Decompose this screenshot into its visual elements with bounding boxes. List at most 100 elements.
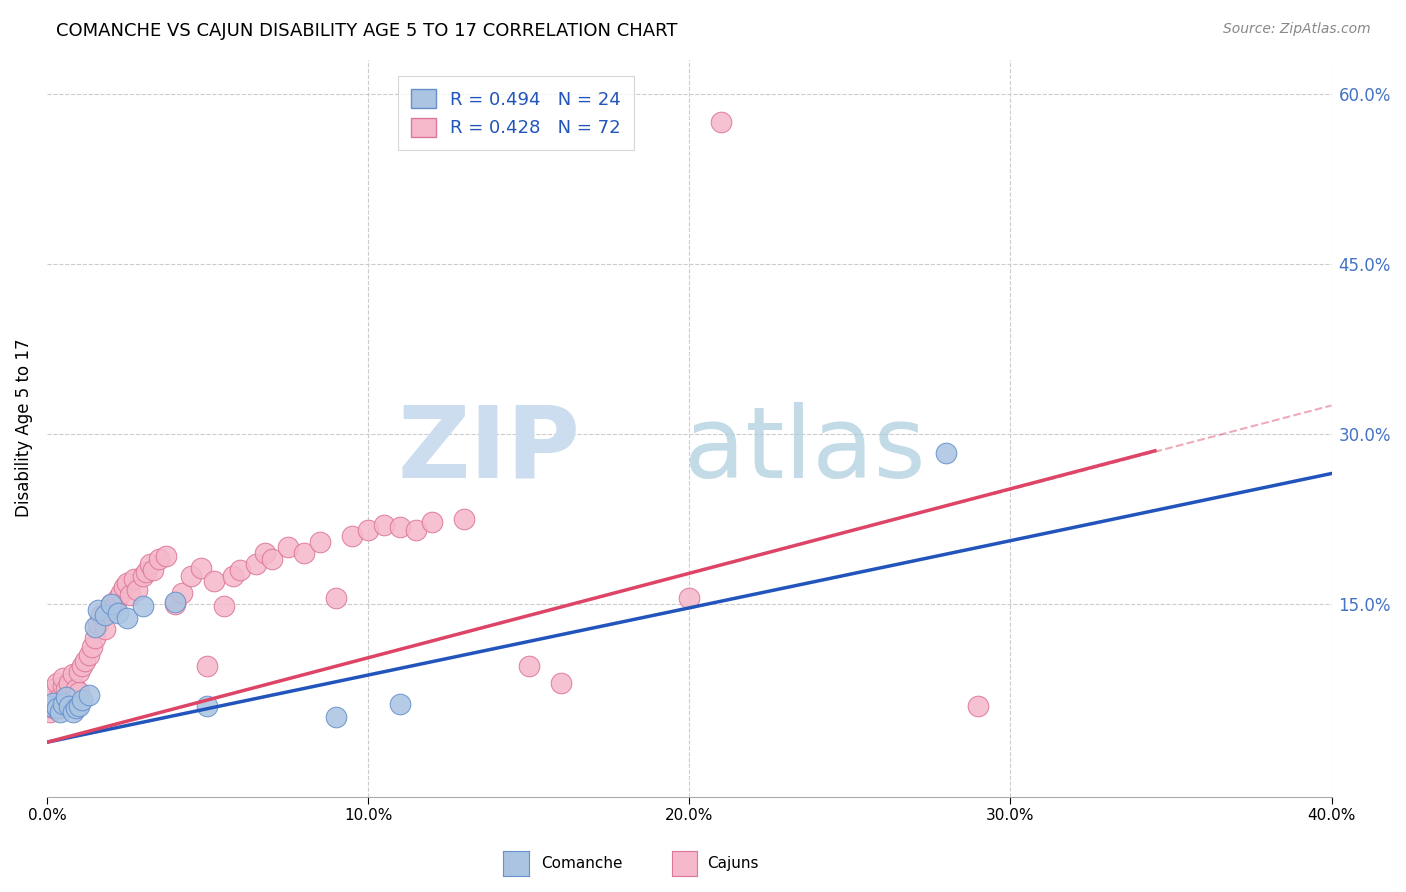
Text: ZIP: ZIP (396, 401, 581, 499)
Point (58, 676, 80, 690)
Point (260, 551, 283, 566)
Text: Comanche: Comanche (541, 856, 623, 871)
Point (277, 540, 299, 554)
Point (52, 697, 75, 711)
Text: atlas: atlas (685, 401, 925, 499)
Point (48, 701, 70, 715)
Point (373, 517, 395, 532)
Point (45, 701, 67, 715)
Point (389, 520, 412, 534)
Point (58, 698, 80, 713)
Point (55, 693, 77, 707)
Point (245, 558, 267, 572)
Point (65, 681, 87, 696)
Point (222, 568, 245, 582)
Point (517, 659, 540, 673)
Point (42, 701, 65, 715)
Point (77, 688, 100, 702)
Point (170, 585, 193, 599)
Point (142, 563, 165, 577)
Point (935, 446, 957, 460)
Point (48, 690, 70, 704)
Point (197, 659, 219, 673)
Legend: R = 0.494   N = 24, R = 0.428   N = 72: R = 0.494 N = 24, R = 0.428 N = 72 (398, 76, 634, 150)
Point (48, 705, 70, 719)
Point (62, 705, 84, 719)
Point (62, 667, 84, 681)
Point (678, 591, 700, 606)
Point (42, 696, 65, 710)
Point (110, 585, 132, 599)
Point (155, 549, 177, 564)
Point (138, 558, 160, 572)
Point (52, 671, 75, 685)
Point (39, 698, 62, 713)
Point (389, 697, 412, 711)
Text: COMANCHE VS CAJUN DISABILITY AGE 5 TO 17 CORRELATION CHART: COMANCHE VS CAJUN DISABILITY AGE 5 TO 17… (56, 22, 678, 40)
Point (550, 676, 572, 690)
Point (405, 523, 427, 537)
Point (967, 698, 990, 713)
Point (100, 597, 122, 611)
Point (357, 523, 380, 537)
Point (55, 681, 77, 696)
Point (39, 705, 62, 719)
Point (132, 599, 155, 614)
Point (45, 697, 67, 711)
Point (202, 574, 225, 589)
Point (67, 698, 90, 713)
Point (93, 622, 115, 636)
Point (52, 679, 75, 693)
Point (70, 659, 93, 673)
Text: Cajuns: Cajuns (707, 856, 759, 871)
Point (93, 608, 115, 623)
Point (132, 568, 155, 582)
Point (84, 631, 107, 645)
Point (453, 512, 475, 526)
Point (67, 685, 90, 699)
Text: Source: ZipAtlas.com: Source: ZipAtlas.com (1223, 22, 1371, 37)
Y-axis label: Disability Age 5 to 17: Disability Age 5 to 17 (15, 339, 32, 517)
Point (107, 591, 129, 606)
Point (107, 606, 129, 620)
Point (165, 597, 187, 611)
Point (62, 693, 84, 707)
Point (148, 551, 170, 566)
Point (325, 591, 347, 606)
Point (115, 610, 138, 624)
Point (340, 529, 363, 543)
Point (292, 546, 315, 560)
Point (45, 676, 67, 690)
Point (254, 546, 277, 560)
Point (103, 599, 125, 614)
Point (80, 640, 103, 654)
Point (67, 665, 90, 679)
Point (87, 602, 110, 616)
Point (97, 602, 120, 616)
Point (420, 515, 443, 529)
Point (77, 648, 100, 662)
Point (710, 115, 733, 129)
Point (58, 690, 80, 704)
Point (52, 697, 75, 711)
Point (122, 572, 145, 586)
Point (212, 599, 235, 614)
Point (309, 534, 332, 549)
Point (70, 693, 93, 707)
Point (39, 688, 62, 702)
Point (112, 580, 135, 594)
Point (180, 568, 202, 582)
Point (135, 565, 157, 579)
Point (55, 690, 77, 704)
Point (228, 563, 250, 577)
Point (90, 608, 112, 623)
Point (100, 597, 122, 611)
Point (120, 588, 142, 602)
Point (125, 583, 148, 598)
Point (65, 701, 87, 715)
Point (165, 594, 187, 608)
Point (42, 681, 65, 696)
Point (75, 654, 97, 668)
Point (115, 576, 138, 591)
Point (325, 710, 347, 724)
